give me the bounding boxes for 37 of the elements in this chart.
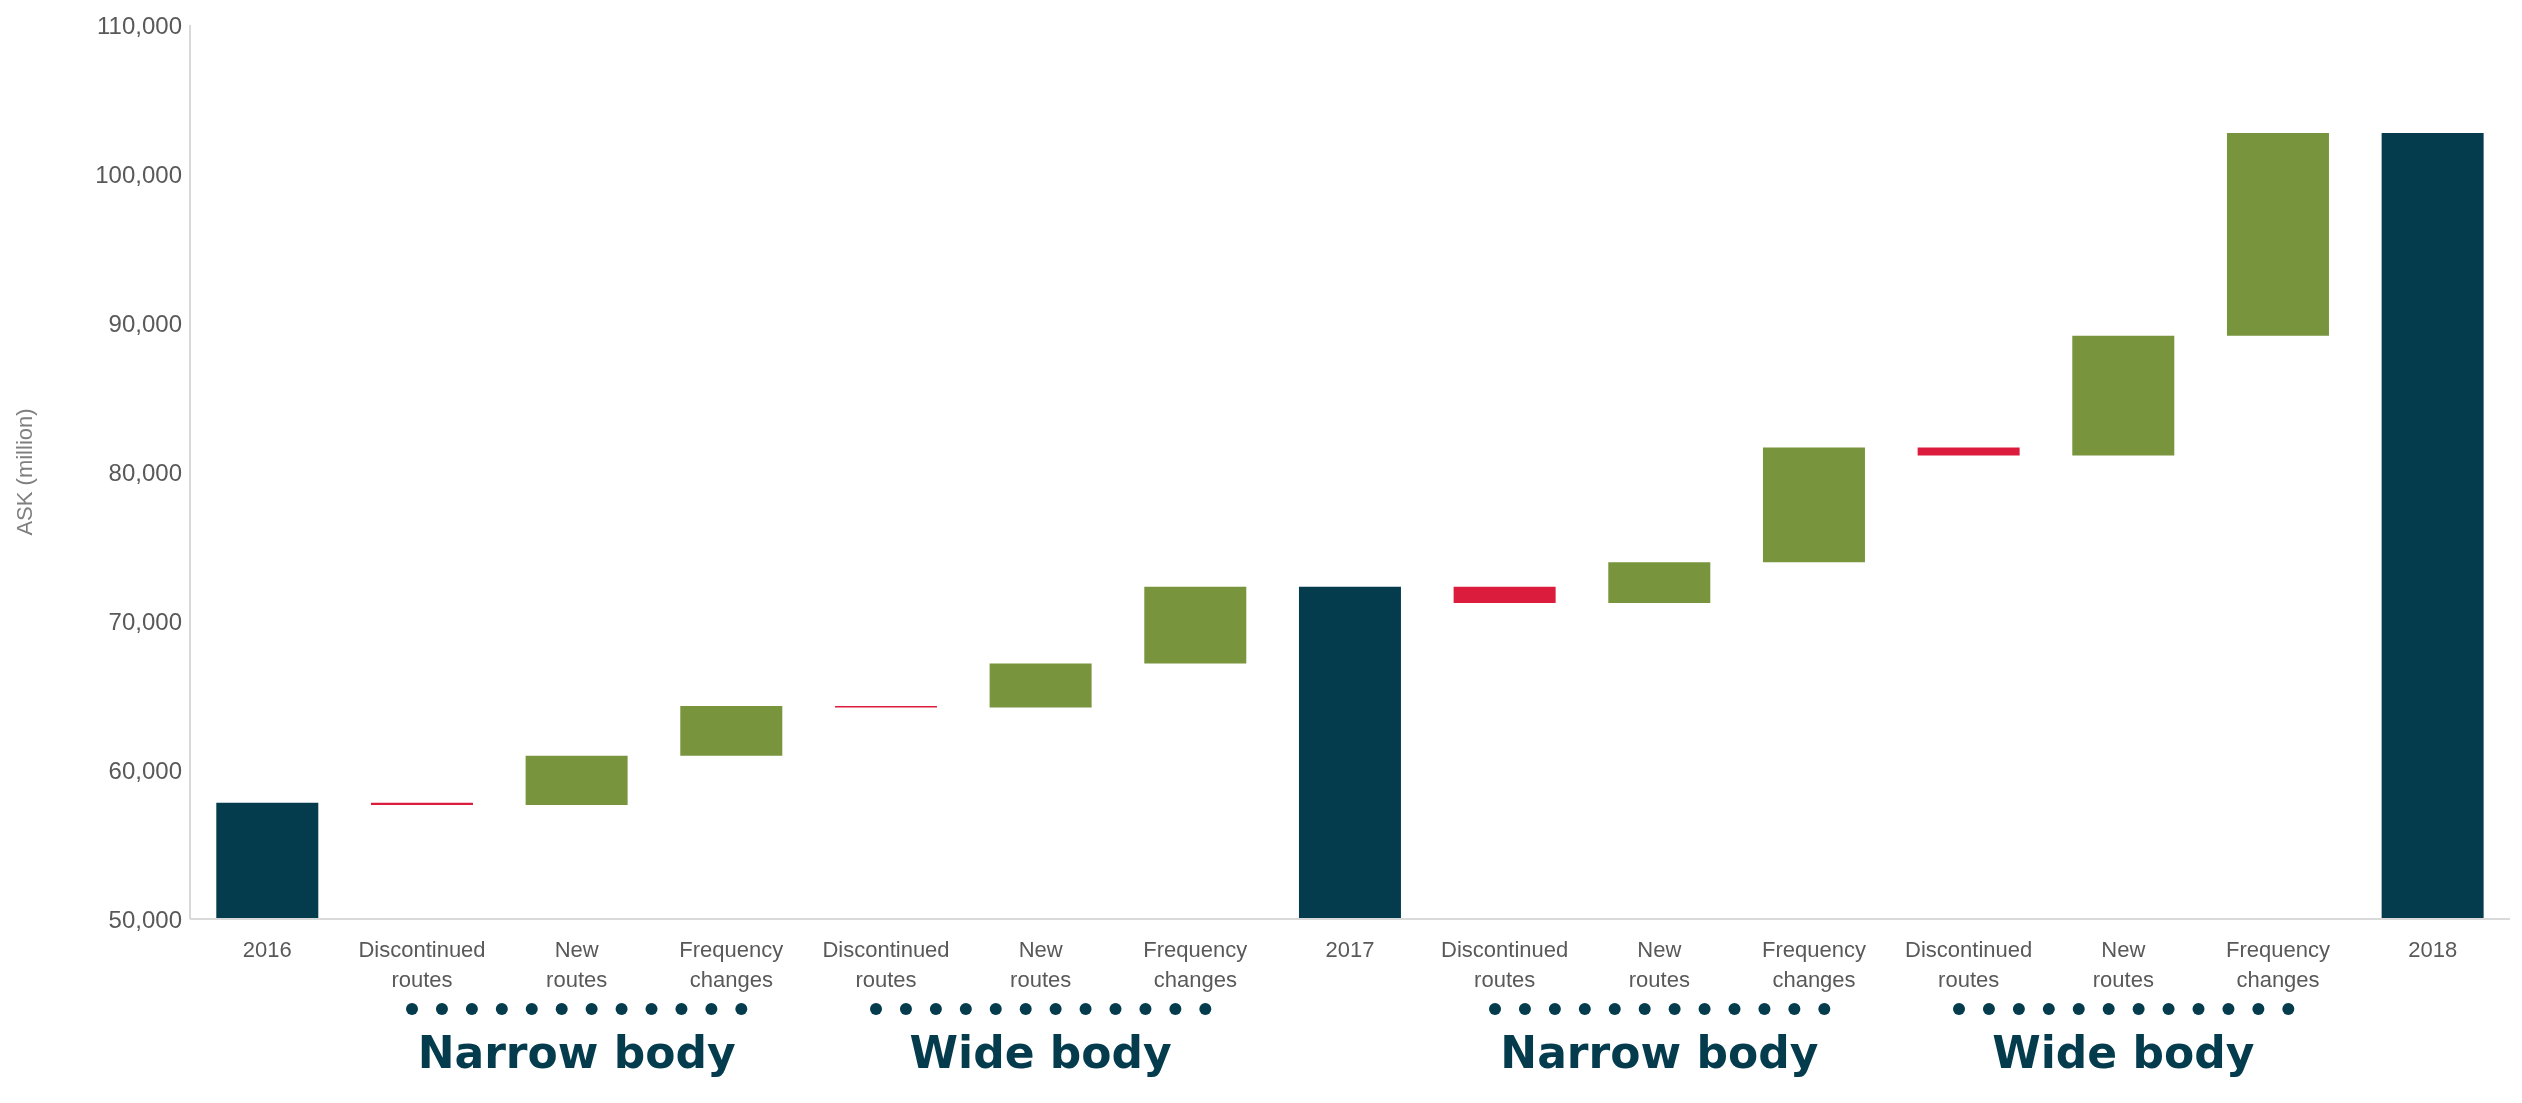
x-tick-label: 2016 <box>242 937 292 962</box>
x-tick-label: New routes <box>546 937 608 992</box>
text: Wide body <box>1991 1027 2256 1078</box>
y-tick-label: 60,000 <box>108 756 182 784</box>
x-tick-label: Frequency changes <box>1143 937 1248 992</box>
y-tick-label: 90,000 <box>108 309 182 337</box>
x-tick-label: New routes <box>2092 937 2154 992</box>
bar <box>1144 586 1247 664</box>
x-tick-label: 2018 <box>2408 937 2458 962</box>
x-tick-label: Discontinued routes <box>822 937 950 992</box>
bar <box>1453 586 1556 604</box>
x-tick-label: New routes <box>1628 937 1690 992</box>
y-tick-label: 110,000 <box>97 11 182 39</box>
y-tick-label: 50,000 <box>108 905 182 933</box>
x-tick-label: New routes <box>1010 937 1072 992</box>
bar <box>1917 447 2020 456</box>
x-tick-label: Frequency changes <box>679 937 784 992</box>
bar <box>1608 562 1711 604</box>
y-tick-label: 80,000 <box>108 458 182 486</box>
x-tick-label: Frequency changes <box>1762 937 1866 992</box>
x-tick-label: Discontinued routes <box>1905 937 2033 992</box>
bar <box>989 663 1092 708</box>
text: Wide body <box>908 1027 1173 1078</box>
bar <box>680 705 783 756</box>
x-tick-label: Discontinued routes <box>358 937 486 992</box>
bar <box>1762 447 1865 563</box>
text: Narrow body <box>416 1027 737 1078</box>
x-tick-label: Discontinued routes <box>1441 937 1569 992</box>
x-tick-label: Frequency changes <box>2226 937 2330 992</box>
y-tick-label: 100,000 <box>95 160 182 188</box>
x-tick-label: 2017 <box>1325 937 1375 962</box>
bar <box>2072 335 2175 456</box>
text: Narrow body <box>1499 1027 1820 1078</box>
bar <box>2226 133 2329 336</box>
y-tick-label: 70,000 <box>108 607 182 635</box>
y-axis-title: ASK (million) <box>11 408 37 536</box>
bar <box>525 755 628 806</box>
